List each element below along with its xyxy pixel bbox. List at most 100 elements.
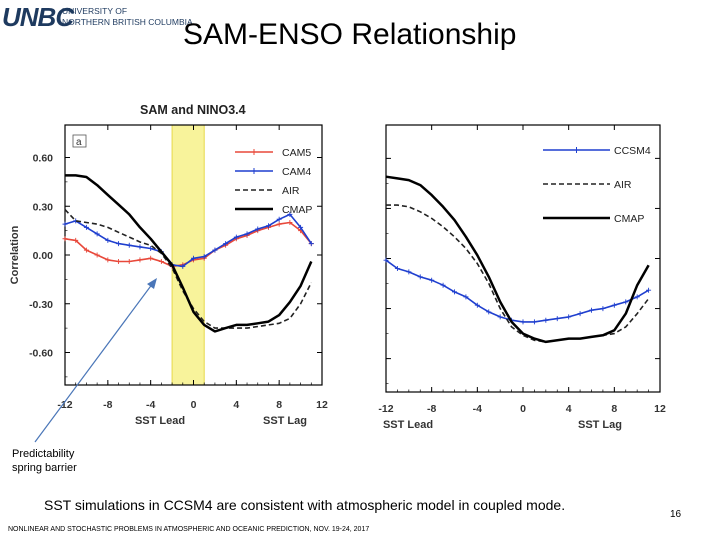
annotation-label: Predictability spring barrier [12,447,102,475]
x-tick-label: -8 [427,403,436,415]
data-point-cam4 [308,241,314,247]
data-point-cam4 [233,234,239,240]
chart-title: SAM and NINO3.4 [140,103,246,117]
logo-text-line2: NORTHERN BRITISH COLUMBIA [62,17,193,27]
data-point-cam4 [83,224,89,230]
data-point-cam5 [62,236,68,242]
series-line-cmap [65,174,313,333]
data-point-ccsm4 [600,306,606,312]
data-point-cam5 [73,237,79,243]
x-tick-label: 4 [566,403,572,415]
data-point-cam4 [255,226,261,232]
data-point-cam4 [137,244,143,250]
x-tick-label: 12 [316,399,328,411]
series-line-cmap [385,175,650,344]
legend-marker-cam4 [251,168,257,174]
data-point-ccsm4 [577,311,583,317]
legend-label-cam4: CAM4 [282,166,311,178]
data-point-cam4 [126,242,132,248]
data-point-ccsm4 [429,277,435,283]
data-point-cam4 [223,241,229,247]
logo-text-line1: UNIVERSITY OF [62,6,128,16]
data-point-ccsm4 [623,299,629,305]
data-point-ccsm4 [463,294,469,300]
data-point-cam4 [105,237,111,243]
y-tick-label: 0.30 [33,201,54,213]
data-point-ccsm4 [406,269,412,275]
data-point-ccsm4 [383,257,389,263]
data-point-ccsm4 [611,302,617,308]
legend-marker-cam5 [251,149,257,155]
slide-caption: SST simulations in CCSM4 are consistent … [44,497,566,513]
panel-label-box [72,134,87,148]
series-cmap [385,175,650,344]
data-point-cam4 [94,231,100,237]
data-point-cam4 [148,246,154,251]
chart-panel-left: SAM and NINO3.4 a -12 -8 -4 0 4 8 12 0.60 0.30 0.00… [9,103,328,427]
x-tick-label: 4 [233,399,239,411]
chart-panel-right: -12 -8 -4 0 4 8 12 SST Lead SST Lag CCSM4 AIR CMAP [378,124,666,431]
data-point-ccsm4 [474,302,480,308]
university-logo: UNBC UNIVERSITY OF NORTHERN BRITISH COLU… [2,2,193,34]
data-point-ccsm4 [486,309,492,315]
annotation-arrow [34,278,157,443]
data-point-cam5 [105,257,111,263]
x-tick-label: 8 [611,403,617,415]
data-point-cam5 [83,247,89,253]
y-tick-label: 0.60 [33,153,54,165]
data-point-cam4 [298,224,304,230]
x-axis-label-lead: SST Lead [383,419,433,431]
y-tick-label: -0.60 [29,348,53,360]
data-point-cam5 [126,259,132,264]
series-line-cam4 [64,213,312,268]
x-tick-label: 8 [276,399,282,411]
footer-text: NONLINEAR AND STOCHASTIC PROBLEMS IN ATM… [8,526,370,533]
data-point-ccsm4 [417,274,423,280]
data-point-ccsm4 [440,282,446,288]
annotation-line2: spring barrier [12,462,77,474]
data-point-cam5 [276,221,282,227]
panel-label: a [76,137,82,148]
data-point-cam4 [62,221,68,227]
y-tick-label: 0.00 [33,250,54,262]
data-point-ccsm4 [589,307,594,313]
data-point-ccsm4 [520,319,526,325]
data-point-ccsm4 [531,319,537,325]
legend-marker-ccsm4 [573,147,580,153]
data-point-cam4 [201,254,207,260]
x-axis-label-lead: SST Lead [135,415,185,427]
legend-label-cam5: CAM5 [282,147,311,159]
highlight-band [171,124,205,386]
data-point-ccsm4 [634,294,640,300]
legend-label-air: AIR [614,179,632,191]
data-point-cam5 [287,220,293,225]
data-point-cam4 [180,263,186,269]
data-point-ccsm4 [554,316,560,322]
y-tick-label: -0.30 [29,299,53,311]
legend-label-air: AIR [282,185,300,197]
data-point-cam5 [94,252,100,258]
chart-layer: SAM and NINO3.4 a -12 -8 -4 0 4 8 12 0.60 0.30 0.00… [9,103,666,431]
legend-label-cmap: CMAP [282,204,312,216]
x-tick-label: -12 [378,403,393,415]
data-point-cam4 [287,211,293,217]
x-tick-label: -4 [473,403,482,415]
x-tick-label: 0 [520,403,526,415]
x-tick-label: -8 [103,399,112,411]
annotation-arrow-line [34,282,154,443]
page-number: 16 [670,509,682,520]
series-cmap [65,174,313,333]
series-line-ccsm4 [385,259,650,323]
data-point-ccsm4 [452,289,457,295]
data-point-cam5 [148,255,154,261]
annotation-arrow-head [147,278,157,289]
x-axis-label-lag: SST Lag [263,415,307,427]
data-point-cam5 [137,257,143,263]
y-axis-label: Correlation [9,225,21,284]
data-point-cam4 [276,216,282,222]
data-point-cam4 [191,255,196,261]
x-tick-label: 0 [191,399,197,411]
data-point-ccsm4 [646,287,652,293]
x-tick-label: -12 [57,399,72,411]
